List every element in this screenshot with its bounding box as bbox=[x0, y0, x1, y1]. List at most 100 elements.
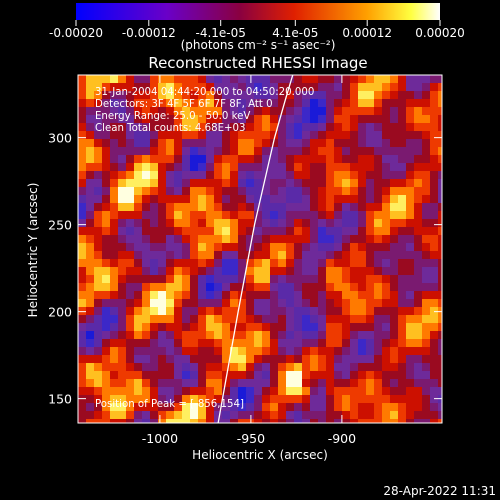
heatmap-cell bbox=[262, 187, 271, 196]
heatmap-cell bbox=[310, 147, 319, 156]
heatmap-cell bbox=[430, 91, 439, 100]
heatmap-cell bbox=[150, 219, 159, 228]
heatmap-cell bbox=[150, 411, 159, 420]
heatmap-cell bbox=[214, 91, 223, 100]
heatmap-cell bbox=[158, 419, 167, 423]
heatmap-cell bbox=[270, 75, 279, 84]
heatmap-cell bbox=[206, 315, 215, 324]
heatmap-cell bbox=[214, 75, 223, 84]
heatmap-cell bbox=[406, 75, 415, 84]
heatmap-cell bbox=[278, 323, 287, 332]
heatmap-cell bbox=[238, 179, 247, 188]
heatmap-cell bbox=[438, 267, 442, 276]
heatmap-cell bbox=[278, 227, 287, 236]
heatmap-cell bbox=[174, 291, 183, 300]
heatmap-cell bbox=[382, 171, 391, 180]
heatmap-cell bbox=[222, 339, 231, 348]
heatmap-cell bbox=[118, 267, 127, 276]
heatmap-cell bbox=[430, 83, 439, 92]
heatmap-cell bbox=[382, 259, 391, 268]
heatmap-cell bbox=[174, 251, 183, 260]
heatmap-cell bbox=[86, 315, 95, 324]
heatmap-cell bbox=[142, 155, 151, 164]
heatmap-cell bbox=[222, 363, 231, 372]
heatmap-cell bbox=[390, 403, 399, 412]
heatmap-cell bbox=[366, 347, 375, 356]
heatmap-cell bbox=[238, 403, 247, 412]
heatmap-cell bbox=[262, 131, 271, 140]
heatmap-cell bbox=[422, 139, 431, 148]
heatmap-cell bbox=[142, 347, 151, 356]
heatmap-cell bbox=[142, 115, 151, 124]
heatmap-cell bbox=[182, 99, 191, 108]
heatmap-cell bbox=[406, 363, 415, 372]
heatmap-cell bbox=[318, 115, 327, 124]
heatmap-cell bbox=[374, 403, 383, 412]
heatmap-cell bbox=[166, 203, 175, 212]
heatmap-cell bbox=[326, 243, 335, 252]
heatmap-cell bbox=[414, 107, 423, 116]
heatmap-cell bbox=[206, 291, 215, 300]
heatmap-cell bbox=[390, 283, 399, 292]
heatmap-cell bbox=[278, 179, 287, 188]
heatmap-cell bbox=[390, 75, 399, 84]
heatmap-cell bbox=[118, 419, 127, 423]
heatmap-cell bbox=[294, 403, 303, 412]
heatmap-cell bbox=[222, 403, 231, 412]
heatmap-cell bbox=[222, 235, 231, 244]
heatmap-cell bbox=[118, 187, 127, 196]
heatmap-cell bbox=[262, 315, 271, 324]
heatmap-cell bbox=[134, 387, 143, 396]
heatmap-cell bbox=[94, 387, 103, 396]
heatmap-cell bbox=[438, 363, 442, 372]
heatmap-cell bbox=[390, 99, 399, 108]
heatmap-cell bbox=[118, 155, 127, 164]
heatmap-cell bbox=[358, 219, 367, 228]
heatmap-cell bbox=[174, 179, 183, 188]
heatmap-cell bbox=[334, 75, 343, 84]
heatmap-cell bbox=[270, 123, 279, 132]
heatmap-cell bbox=[278, 339, 287, 348]
heatmap-cell bbox=[230, 315, 239, 324]
heatmap-cell bbox=[350, 299, 359, 308]
heatmap-cell bbox=[326, 371, 335, 380]
heatmap-cell bbox=[190, 379, 199, 388]
heatmap-cell bbox=[198, 347, 207, 356]
heatmap-cell bbox=[230, 267, 239, 276]
heatmap-cell bbox=[270, 355, 279, 364]
heatmap-cell bbox=[142, 259, 151, 268]
heatmap-cell bbox=[214, 283, 223, 292]
heatmap-cell bbox=[206, 299, 215, 308]
heatmap-cell bbox=[350, 163, 359, 172]
heatmap-cell bbox=[318, 187, 327, 196]
heatmap-cell bbox=[438, 251, 442, 260]
heatmap-cell bbox=[382, 387, 391, 396]
heatmap-cell bbox=[286, 171, 295, 180]
heatmap-cell bbox=[278, 363, 287, 372]
heatmap-cell bbox=[310, 307, 319, 316]
heatmap-cell bbox=[150, 163, 159, 172]
heatmap-cell bbox=[214, 371, 223, 380]
heatmap-cell bbox=[174, 147, 183, 156]
heatmap-cell bbox=[158, 259, 167, 268]
heatmap-cell bbox=[246, 123, 255, 132]
heatmap-cell bbox=[118, 195, 127, 204]
heatmap-cell bbox=[390, 235, 399, 244]
heatmap-cell bbox=[350, 211, 359, 220]
heatmap-cell bbox=[254, 211, 263, 220]
heatmap-cell bbox=[414, 203, 423, 212]
heatmap-cell bbox=[246, 299, 255, 308]
heatmap-cell bbox=[78, 99, 87, 108]
heatmap-cell bbox=[286, 331, 295, 340]
heatmap-cell bbox=[294, 259, 303, 268]
heatmap-cell bbox=[390, 331, 399, 340]
heatmap-cell bbox=[310, 243, 319, 252]
heatmap-cell bbox=[166, 179, 175, 188]
heatmap-cell bbox=[102, 275, 111, 284]
heatmap-cell bbox=[230, 291, 239, 300]
heatmap-cell bbox=[150, 387, 159, 396]
heatmap-cell bbox=[222, 315, 231, 324]
heatmap-cell bbox=[350, 123, 359, 132]
heatmap-cell bbox=[134, 179, 143, 188]
heatmap-cell bbox=[94, 307, 103, 316]
